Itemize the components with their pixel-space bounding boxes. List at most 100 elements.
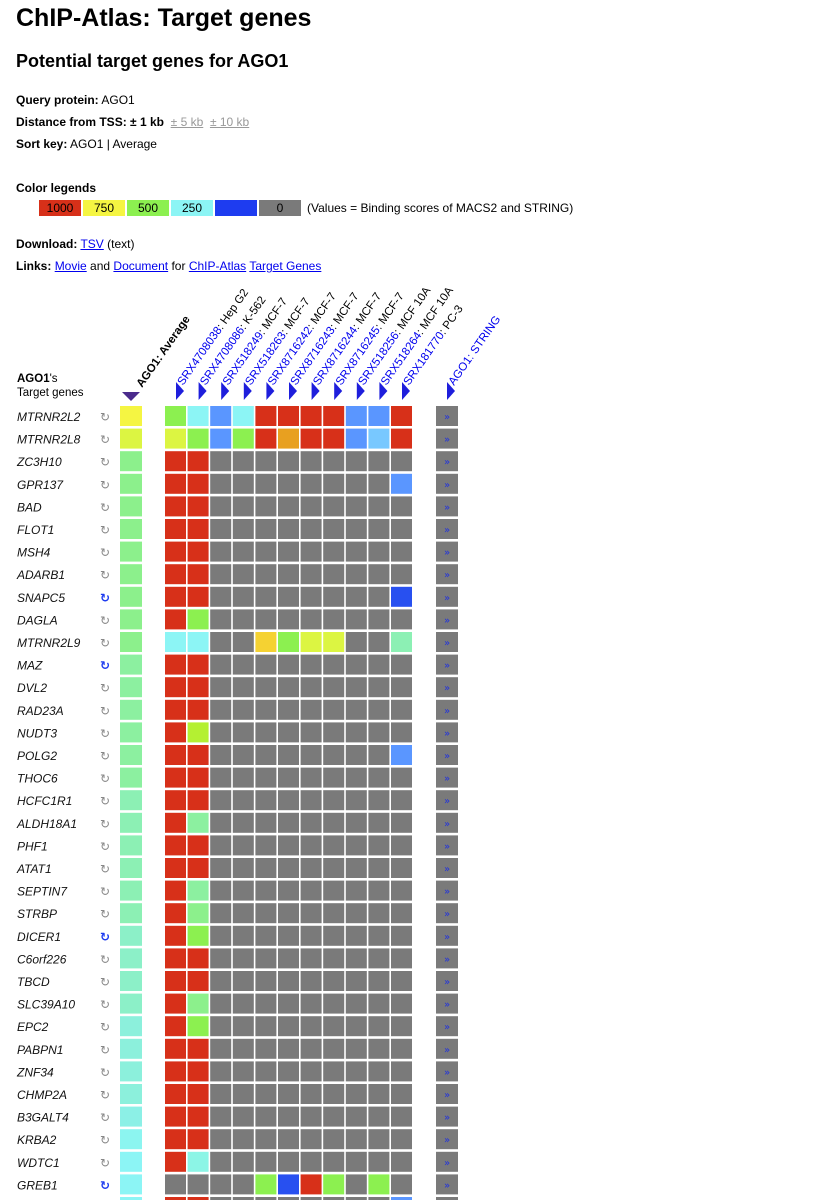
binding-score-cell[interactable]	[278, 406, 299, 426]
binding-score-cell[interactable]	[323, 722, 345, 743]
binding-score-cell[interactable]	[345, 1174, 367, 1195]
binding-score-cell[interactable]	[300, 564, 322, 585]
binding-score-cell[interactable]	[232, 767, 254, 788]
binding-score-cell[interactable]	[232, 812, 254, 833]
binding-score-cell[interactable]	[391, 451, 412, 472]
gene-name[interactable]: GREB1	[17, 1178, 58, 1192]
binding-score-cell[interactable]	[368, 1084, 390, 1104]
binding-score-cell[interactable]	[391, 1106, 412, 1127]
binding-score-cell[interactable]	[368, 677, 390, 698]
binding-score-cell[interactable]	[255, 677, 277, 698]
binding-score-cell[interactable]	[300, 699, 322, 720]
binding-score-cell[interactable]	[300, 586, 322, 607]
binding-score-cell[interactable]	[300, 722, 322, 743]
binding-score-cell[interactable]	[278, 1038, 299, 1059]
binding-score-cell[interactable]	[323, 790, 345, 811]
binding-score-cell[interactable]	[323, 812, 345, 833]
binding-score-cell[interactable]	[210, 564, 232, 585]
binding-score-cell[interactable]	[345, 632, 367, 652]
refresh-icon[interactable]: ↻	[100, 591, 110, 605]
string-score-cell[interactable]	[436, 428, 458, 449]
binding-score-cell[interactable]	[323, 835, 345, 856]
string-score-cell[interactable]	[436, 496, 458, 517]
binding-score-cell[interactable]	[210, 767, 232, 788]
string-link-icon[interactable]: »	[444, 435, 450, 446]
binding-score-cell[interactable]	[300, 406, 322, 426]
binding-score-cell[interactable]	[187, 722, 209, 743]
string-link-icon[interactable]: »	[444, 1067, 450, 1078]
binding-score-cell[interactable]	[187, 1061, 209, 1082]
binding-score-cell[interactable]	[300, 496, 322, 517]
distance-5kb-link[interactable]: ± 5 kb	[170, 115, 204, 129]
gene-name[interactable]: KRBA2	[17, 1133, 57, 1147]
string-link-icon[interactable]: »	[444, 706, 450, 717]
binding-score-cell[interactable]	[345, 654, 367, 675]
binding-score-cell[interactable]	[345, 699, 367, 720]
binding-score-cell[interactable]	[278, 993, 299, 1014]
binding-score-cell[interactable]	[187, 903, 209, 924]
binding-score-cell[interactable]	[210, 925, 232, 946]
binding-score-cell[interactable]	[187, 451, 209, 472]
binding-score-cell[interactable]	[300, 790, 322, 811]
binding-score-cell[interactable]	[187, 586, 209, 607]
sort-arrow-icon[interactable]	[266, 382, 275, 400]
sort-arrow-icon[interactable]	[122, 392, 140, 401]
binding-score-cell[interactable]	[165, 722, 186, 743]
binding-score-cell[interactable]	[165, 541, 186, 562]
binding-score-cell[interactable]	[300, 473, 322, 494]
binding-score-cell[interactable]	[165, 586, 186, 607]
refresh-icon[interactable]: ↻	[100, 1020, 110, 1034]
binding-score-cell[interactable]	[368, 1174, 390, 1195]
binding-score-cell[interactable]	[345, 767, 367, 788]
binding-score-cell[interactable]	[300, 1174, 322, 1195]
string-link-icon[interactable]: »	[444, 502, 450, 513]
refresh-icon[interactable]: ↻	[100, 1043, 110, 1057]
binding-score-cell[interactable]	[187, 519, 209, 539]
binding-score-cell[interactable]	[345, 903, 367, 924]
binding-score-cell[interactable]	[187, 925, 209, 946]
chipatlas-link[interactable]: ChIP-Atlas	[188, 259, 247, 273]
binding-score-cell[interactable]	[255, 745, 277, 765]
string-score-cell[interactable]	[436, 406, 458, 426]
binding-score-cell[interactable]	[391, 1038, 412, 1059]
binding-score-cell[interactable]	[368, 586, 390, 607]
binding-score-cell[interactable]	[278, 1061, 299, 1082]
sort-arrow-icon[interactable]	[402, 382, 410, 400]
binding-score-cell[interactable]	[187, 541, 209, 562]
gene-name[interactable]: DVL2	[17, 681, 47, 695]
binding-score-cell[interactable]	[232, 790, 254, 811]
binding-score-cell[interactable]	[278, 519, 299, 539]
string-score-cell[interactable]	[436, 993, 458, 1014]
binding-score-cell[interactable]	[165, 1038, 186, 1059]
binding-score-cell[interactable]	[368, 632, 390, 652]
refresh-icon[interactable]: ↻	[100, 433, 110, 447]
binding-score-cell[interactable]	[278, 451, 299, 472]
refresh-icon[interactable]: ↻	[100, 1065, 110, 1079]
binding-score-cell[interactable]	[165, 428, 186, 449]
binding-score-cell[interactable]	[300, 451, 322, 472]
binding-score-cell[interactable]	[300, 1016, 322, 1037]
binding-score-cell[interactable]	[391, 1061, 412, 1082]
gene-name[interactable]: CHMP2A	[17, 1088, 67, 1102]
binding-score-cell[interactable]	[210, 903, 232, 924]
string-score-cell[interactable]	[436, 948, 458, 969]
string-link-icon[interactable]: »	[444, 1045, 450, 1056]
binding-score-cell[interactable]	[323, 677, 345, 698]
binding-score-cell[interactable]	[278, 858, 299, 878]
binding-score-cell[interactable]	[323, 971, 345, 991]
binding-score-cell[interactable]	[255, 880, 277, 901]
string-link-icon[interactable]: »	[444, 909, 450, 920]
binding-score-cell[interactable]	[232, 835, 254, 856]
binding-score-cell[interactable]	[255, 1151, 277, 1172]
binding-score-cell[interactable]	[187, 1129, 209, 1150]
string-link-icon[interactable]: »	[444, 593, 450, 604]
refresh-icon[interactable]: ↻	[100, 930, 110, 944]
string-link-icon[interactable]: »	[444, 796, 450, 807]
binding-score-cell[interactable]	[391, 519, 412, 539]
binding-score-cell[interactable]	[165, 993, 186, 1014]
binding-score-cell[interactable]	[323, 564, 345, 585]
binding-score-cell[interactable]	[232, 609, 254, 630]
binding-score-cell[interactable]	[345, 1129, 367, 1150]
binding-score-cell[interactable]	[278, 541, 299, 562]
binding-score-cell[interactable]	[255, 1084, 277, 1104]
